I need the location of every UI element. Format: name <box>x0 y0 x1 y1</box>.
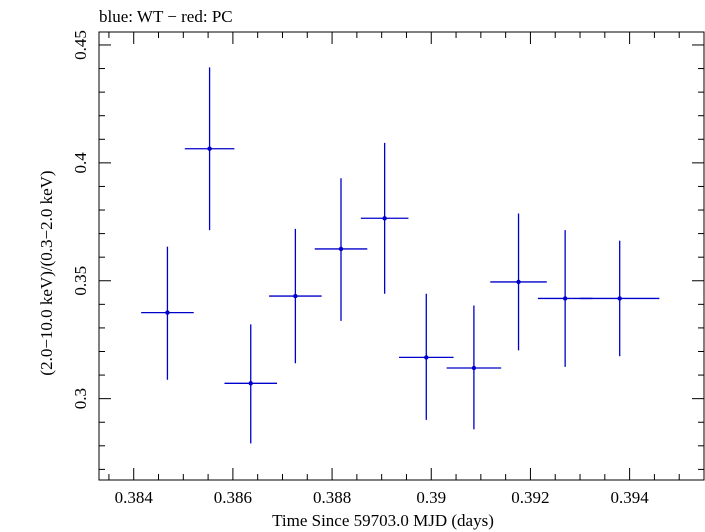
point-marker <box>382 216 387 221</box>
x-tick-label: 0.39 <box>416 488 446 507</box>
chart-title: blue: WT − red: PC <box>99 7 233 26</box>
x-tick-label: 0.394 <box>610 488 649 507</box>
point-marker <box>293 293 298 299</box>
data-point <box>399 293 454 420</box>
plot-frame <box>98 31 705 481</box>
y-tick-label: 0.35 <box>71 266 90 296</box>
data-point <box>184 67 235 231</box>
y-tick-label: 0.4 <box>71 152 90 174</box>
point-marker <box>338 246 344 252</box>
y-axis-label: (2.0−10.0 keV)/(0.3−2.0 keV) <box>37 170 56 375</box>
data-point <box>141 246 194 380</box>
point-marker <box>471 365 477 371</box>
axis-tick-labels: 0.384 0.386 0.388 0.39 0.392 0.394 0.3 0.35 0.4 0… <box>71 30 649 507</box>
x-tick-label: 0.384 <box>115 488 154 507</box>
point-marker <box>516 279 521 285</box>
data-point <box>224 324 278 444</box>
data-point <box>580 240 660 357</box>
x-axis-label: Time Since 59703.0 MJD (days) <box>272 511 494 530</box>
point-marker <box>562 296 568 301</box>
point-marker <box>207 146 212 151</box>
data-series <box>141 67 660 444</box>
x-tick-label: 0.388 <box>313 488 351 507</box>
point-marker <box>248 381 253 386</box>
point-marker <box>424 355 429 360</box>
data-point <box>360 142 409 294</box>
point-marker <box>165 310 170 315</box>
data-point <box>314 178 368 321</box>
y-tick-label: 0.45 <box>71 30 90 60</box>
data-point <box>490 213 547 351</box>
x-tick-label: 0.392 <box>511 488 549 507</box>
x-tick-label: 0.386 <box>214 488 252 507</box>
point-marker <box>617 296 622 301</box>
axis-ticks <box>99 32 705 480</box>
data-point <box>446 305 502 430</box>
data-point <box>269 228 322 364</box>
y-tick-label: 0.3 <box>71 388 90 409</box>
